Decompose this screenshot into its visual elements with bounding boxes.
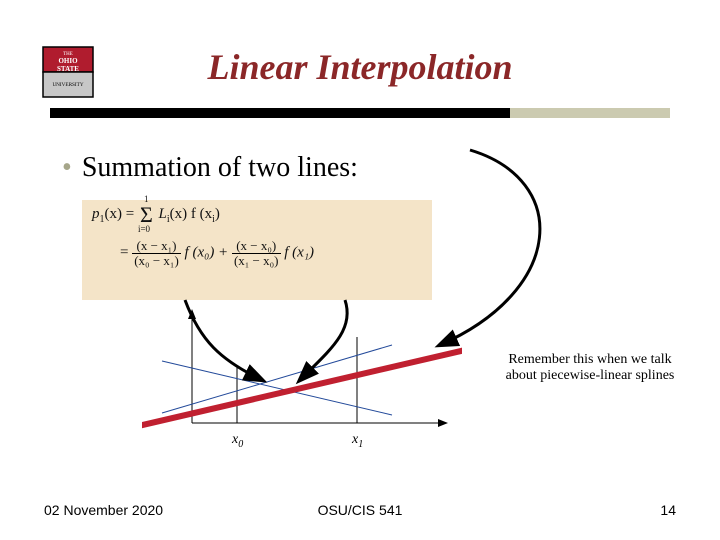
p: p — [92, 206, 100, 222]
x1-label: x1 — [352, 432, 363, 450]
footer-page: 14 — [660, 502, 676, 518]
note-box: Remember this when we talk about piecewi… — [504, 352, 676, 384]
title-rule-fg — [50, 108, 510, 118]
bullet-text: Summation of two lines: — [82, 152, 358, 184]
sigma-bot: i=0 — [138, 226, 150, 233]
bullet-summation: • Summation of two lines: — [62, 152, 358, 184]
sigma-icon: Σ1i=0 — [140, 206, 153, 224]
frac2-den: (x₁ − x₀) — [232, 254, 281, 268]
arg: (x) = — [105, 206, 138, 222]
x0-label: x0 — [232, 432, 243, 450]
frac2: (x − x₀) (x₁ − x₀) — [232, 239, 281, 267]
mid1: f (x₀) + — [185, 245, 232, 261]
x0-sub: 0 — [238, 439, 243, 450]
footer-center: OSU/CIS 541 — [0, 502, 720, 518]
formula-line1: p1(x) = Σ1i=0 Li(x) f (xi) — [92, 206, 422, 225]
frac1-den: (x₀ − x₁) — [132, 254, 181, 268]
frac1-num: (x − x₁) — [132, 239, 181, 254]
bullet-dot: • — [62, 152, 72, 184]
frac1: (x − x₁) (x₀ − x₁) — [132, 239, 181, 267]
formula-box: p1(x) = Σ1i=0 Li(x) f (xi) = (x − x₁) (x… — [82, 200, 432, 300]
equals: = — [120, 245, 132, 261]
tail: (x) f (x — [170, 206, 212, 222]
sigma-top: 1 — [144, 196, 149, 203]
frac2-num: (x − x₀) — [232, 239, 281, 254]
interpolation-diagram — [142, 305, 462, 445]
formula-line2: = (x − x₁) (x₀ − x₁) f (x₀) + (x − x₀) (… — [92, 239, 422, 267]
close: ) — [215, 206, 220, 222]
x1-sub: 1 — [358, 439, 363, 450]
slide-title: Linear Interpolation — [0, 46, 720, 88]
mid2: f (x₁) — [284, 245, 314, 261]
L: L — [159, 206, 167, 222]
